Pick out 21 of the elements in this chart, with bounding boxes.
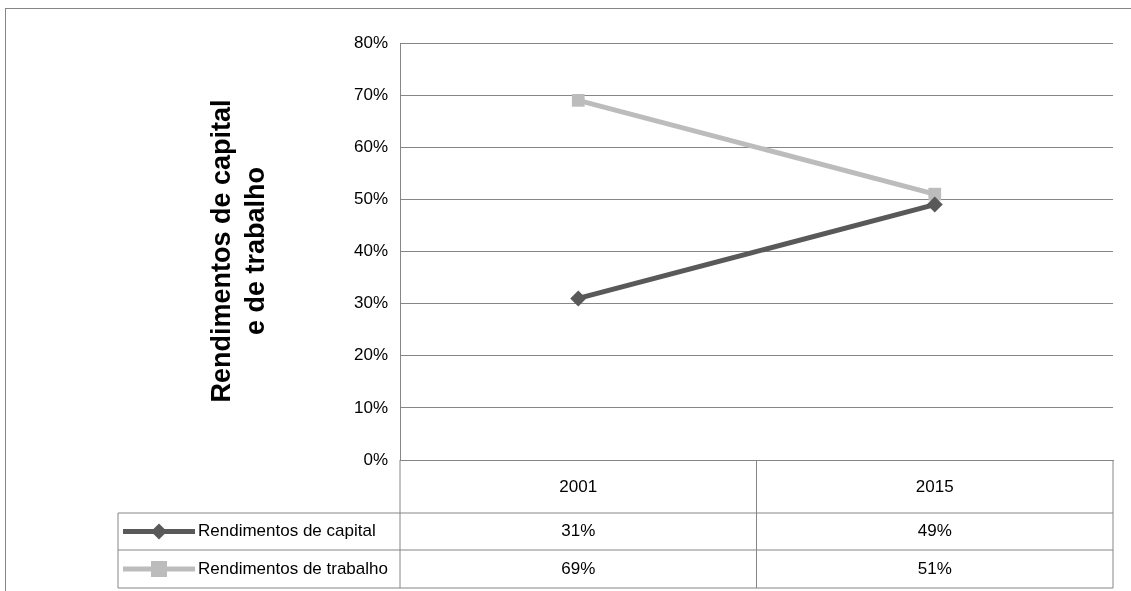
- point: [926, 196, 943, 213]
- legend-label: Rendimentos de capital: [198, 521, 376, 541]
- data-label: 31%: [561, 521, 596, 541]
- data-label: 69%: [561, 558, 596, 578]
- y-tick-label: 0%: [363, 449, 388, 469]
- y-tick-label: 50%: [353, 189, 388, 209]
- y-tick-label: 20%: [353, 345, 388, 365]
- x-tick-label: 2015: [915, 476, 954, 496]
- point: [571, 93, 585, 107]
- x-tick-label: 2001: [559, 476, 598, 496]
- point: [570, 290, 587, 307]
- legend-label: Rendimentos de trabalho: [198, 558, 388, 578]
- y-tick-label: 40%: [353, 241, 388, 261]
- y-axis-title: Rendimentos de capital e de trabalho: [206, 99, 271, 403]
- data-label: 51%: [917, 558, 952, 578]
- y-tick-label: 60%: [353, 136, 388, 156]
- y-tick-label: 30%: [353, 293, 388, 313]
- y-tick-label: 80%: [353, 32, 388, 52]
- y-tick-label: 70%: [353, 84, 388, 104]
- data-label: 49%: [917, 521, 952, 541]
- y-tick-label: 10%: [353, 397, 388, 417]
